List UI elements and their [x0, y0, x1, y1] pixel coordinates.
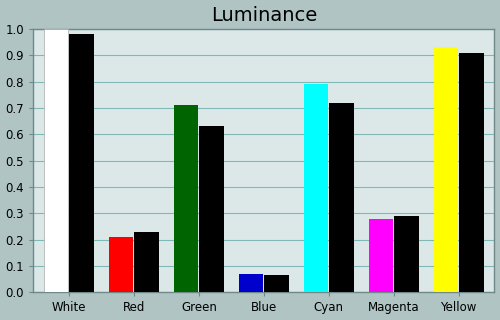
Bar	[368, 219, 394, 292]
Bar	[459, 52, 484, 292]
Title: Luminance: Luminance	[210, 5, 317, 25]
Bar	[44, 29, 68, 292]
Bar	[200, 126, 224, 292]
Bar	[70, 34, 94, 292]
Bar	[108, 237, 134, 292]
Bar	[304, 84, 328, 292]
Bar	[134, 232, 159, 292]
Bar	[330, 103, 354, 292]
Bar	[434, 47, 458, 292]
Bar	[264, 275, 289, 292]
Bar	[238, 274, 264, 292]
Bar	[394, 216, 419, 292]
Bar	[174, 105, 199, 292]
